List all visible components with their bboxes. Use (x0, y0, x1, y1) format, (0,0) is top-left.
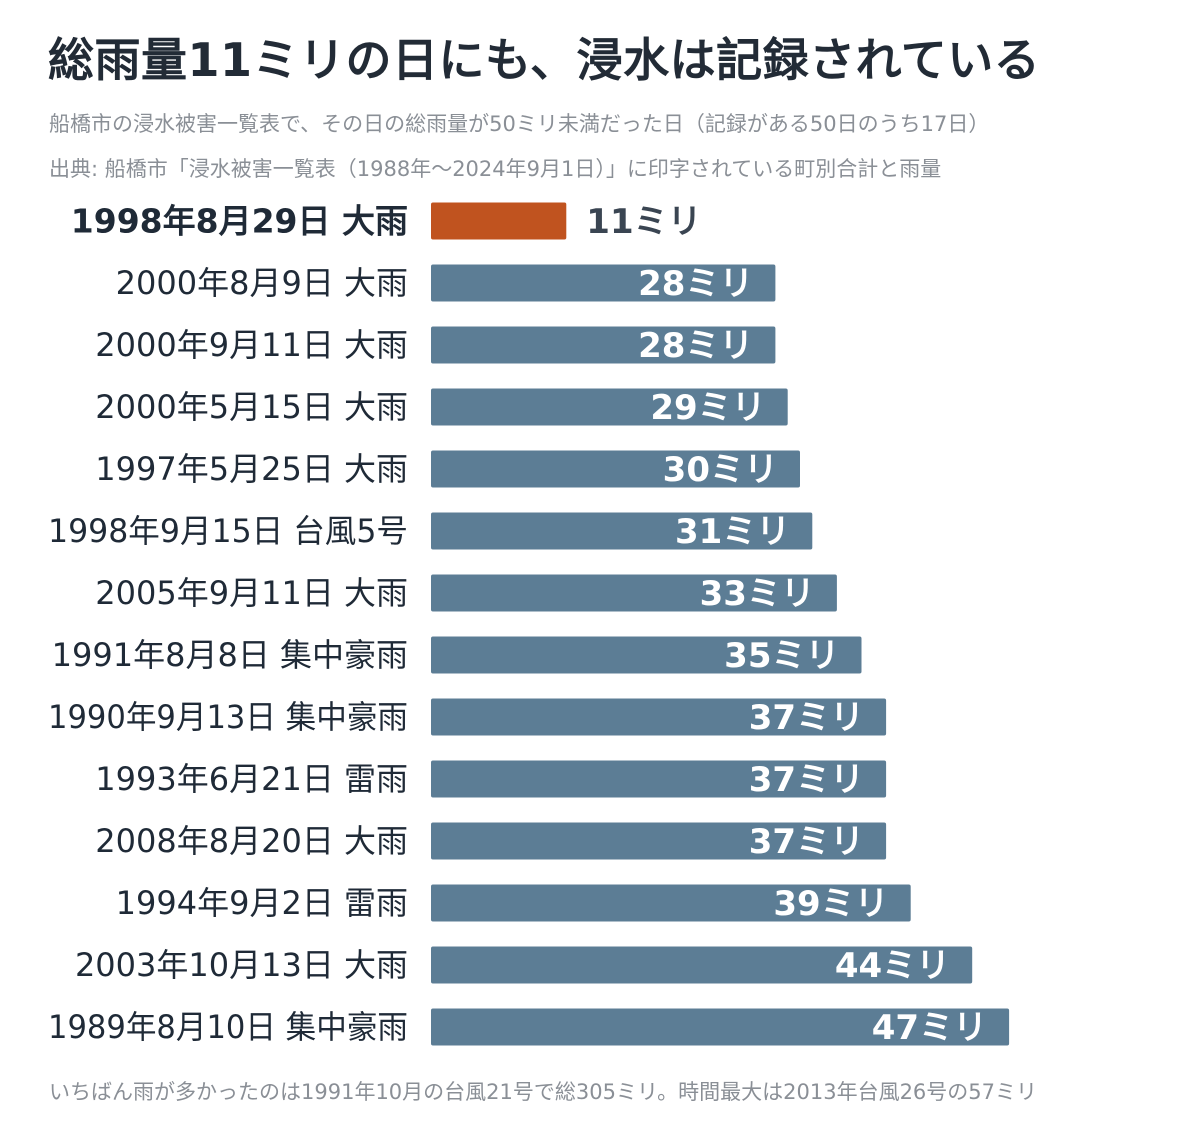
bar (431, 450, 800, 488)
value-label: 39ミリ (773, 884, 888, 924)
value-label: 37ミリ (749, 822, 864, 862)
value-label: 31ミリ (675, 512, 790, 552)
bar (431, 698, 887, 736)
bar (431, 1008, 1010, 1046)
value-label: 30ミリ (663, 450, 778, 490)
value-label: 28ミリ (638, 264, 753, 304)
highlight-bar (431, 202, 567, 240)
value-label: 28ミリ (638, 326, 753, 366)
footnote: いちばん雨が多かったのは1991年10月の台風21号で総305ミリ。時間最大は2… (49, 1080, 1038, 1104)
bar (431, 636, 862, 674)
category-label: 2005年9月11日 大雨 (95, 574, 408, 612)
category-label: 2008年8月20日 大雨 (95, 822, 408, 860)
bar (431, 884, 911, 922)
category-label: 1998年9月15日 台風5号 (48, 512, 408, 550)
value-label: 44ミリ (835, 946, 950, 986)
value-label: 35ミリ (724, 636, 839, 676)
category-label: 1990年9月13日 集中豪雨 (48, 698, 408, 736)
value-label: 37ミリ (749, 698, 864, 738)
value-label: 37ミリ (749, 760, 864, 800)
value-label: 11ミリ (586, 202, 701, 242)
category-label: 1993年6月21日 雷雨 (95, 760, 408, 798)
bar (431, 574, 837, 612)
category-label: 1998年8月29日 大雨 (71, 202, 408, 241)
bar (431, 822, 887, 860)
category-label: 2000年9月11日 大雨 (95, 326, 408, 364)
category-label: 1994年9月2日 雷雨 (116, 884, 408, 922)
bar (431, 326, 776, 364)
category-label: 2000年8月9日 大雨 (116, 264, 408, 302)
category-label: 1997年5月25日 大雨 (95, 450, 408, 488)
source-note: 出典: 船橋市「浸水被害一覧表（1988年〜2024年9月1日）」に印字されてい… (49, 157, 942, 181)
chart-title: 総雨量11ミリの日にも、浸水は記録されている (48, 33, 1041, 87)
value-label: 47ミリ (872, 1008, 987, 1048)
category-label: 1991年8月8日 集中豪雨 (52, 636, 408, 674)
chart-subtitle: 船橋市の浸水被害一覧表で、その日の総雨量が50ミリ未満だった日（記録がある50日… (49, 112, 990, 136)
category-label: 2003年10月13日 大雨 (75, 946, 408, 984)
bar (431, 760, 887, 798)
bar (431, 388, 788, 426)
category-label: 1989年8月10日 集中豪雨 (48, 1008, 408, 1046)
bar (431, 946, 973, 984)
category-label: 2000年5月15日 大雨 (95, 388, 408, 426)
bar (431, 512, 813, 550)
bar (431, 264, 776, 302)
bar-chart: 1998年8月29日 大雨 11ミリ 2000年8月9日 大雨 28ミリ 2000年9月… (48, 202, 1010, 1048)
value-label: 29ミリ (650, 388, 765, 428)
value-label: 33ミリ (700, 574, 815, 614)
